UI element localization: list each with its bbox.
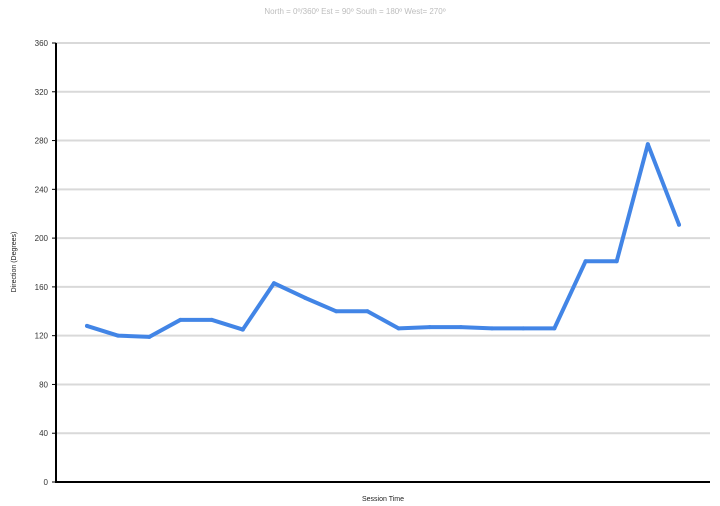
data-point xyxy=(303,295,308,300)
y-tick-label: 200 xyxy=(35,234,49,243)
data-point xyxy=(334,309,339,314)
chart-title: North = 0º/360º Est = 90º South = 180º W… xyxy=(264,7,445,16)
y-tick-label: 240 xyxy=(35,185,49,194)
data-point xyxy=(458,325,463,330)
y-axis-label: Direction (Degrees) xyxy=(11,232,18,293)
data-point xyxy=(271,281,276,286)
data-point xyxy=(614,259,619,264)
data-point xyxy=(396,326,401,331)
x-axis-label: Session Time xyxy=(362,496,404,503)
y-tick-label: 120 xyxy=(35,332,49,341)
data-point xyxy=(178,317,183,322)
data-point xyxy=(116,333,121,338)
data-point xyxy=(677,222,681,227)
data-point xyxy=(365,309,370,314)
y-tick-label: 40 xyxy=(39,429,48,438)
data-point xyxy=(583,259,588,264)
data-point xyxy=(490,326,495,331)
y-tick-label: 360 xyxy=(35,39,49,48)
y-tick-label: 280 xyxy=(35,137,49,146)
data-point xyxy=(85,323,89,328)
y-axis-ticks: 0 40 80 120 160 200 240 280 320 360 xyxy=(35,39,56,487)
y-tick-label: 80 xyxy=(39,380,48,389)
y-tick-label: 160 xyxy=(35,283,49,292)
data-point xyxy=(240,327,245,332)
series-layer xyxy=(85,142,681,339)
gridlines xyxy=(56,42,710,435)
data-point xyxy=(209,317,214,322)
series-line xyxy=(85,142,681,339)
y-tick-label: 320 xyxy=(35,88,49,97)
data-point xyxy=(645,142,650,147)
data-point xyxy=(552,326,557,331)
data-point xyxy=(147,334,152,339)
data-point xyxy=(521,326,526,331)
data-point xyxy=(427,325,432,330)
y-tick-label: 0 xyxy=(44,478,49,487)
